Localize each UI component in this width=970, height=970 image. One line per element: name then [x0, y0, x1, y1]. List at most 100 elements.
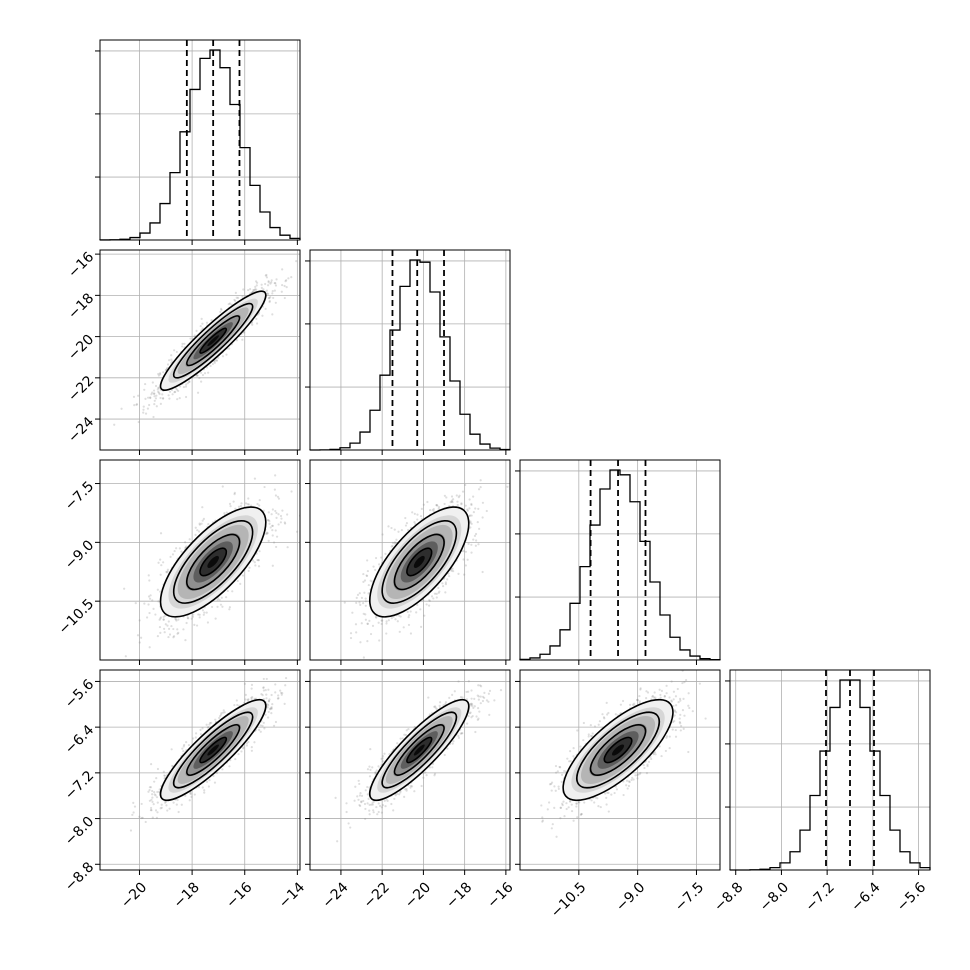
x-tick-label-0-2: −16: [223, 879, 255, 911]
panel-2-1-point: [416, 603, 419, 607]
panel-2-1-point: [416, 518, 419, 521]
panel-2-1-point: [362, 580, 365, 583]
panel-2-1-point: [374, 615, 378, 618]
panel-2-1-point: [443, 502, 446, 506]
panel-3-2-point: [638, 773, 641, 776]
panel-3-1-point: [461, 732, 464, 735]
panel-3-2-point: [643, 766, 646, 770]
panel-3-0-point: [160, 803, 163, 806]
panel-3-1-point: [364, 807, 367, 811]
panel-3-1-point: [375, 805, 378, 809]
panel-3-1-point: [477, 717, 480, 720]
panel-3-1-point: [353, 799, 356, 802]
panel-2-1-point: [380, 619, 383, 622]
panel-2-0-point: [264, 532, 268, 535]
panel-3-0-point: [268, 698, 271, 701]
panel-2-0-point: [271, 508, 274, 511]
panel-3-1-point: [371, 803, 374, 806]
panel-3-0-contour-1: [186, 724, 241, 776]
panel-2-1-point: [364, 618, 367, 621]
x-tick-label-1-2: −20: [402, 879, 434, 911]
panel-2-0-point: [185, 545, 188, 548]
panel-3-0-point: [158, 788, 161, 791]
panel-3-0-contour-2: [172, 711, 254, 789]
panel-3-1-point: [483, 696, 486, 699]
panel-2-1-point: [391, 544, 394, 548]
panel-3-1-point: [485, 699, 489, 702]
panel-2-1-point: [375, 616, 378, 619]
panel-3-0-point: [183, 743, 186, 747]
hist-2-steps: [519, 469, 721, 661]
panel-3-2-point: [555, 835, 558, 838]
panel-1-0-point: [196, 374, 199, 377]
panel-2-1-point: [369, 579, 372, 582]
panel-1-0-point: [173, 349, 176, 352]
panel-2-1-point: [365, 574, 369, 578]
panel-1-0-point: [213, 359, 217, 362]
panel-3-1-point: [457, 680, 460, 683]
panel-3-1-point: [390, 802, 393, 806]
panel-3-2-point: [687, 704, 690, 707]
panel-3-2-point: [704, 717, 707, 720]
panel-3-2-density-6: [612, 744, 625, 756]
panel-3-1-point: [378, 804, 382, 808]
panel-3-0-point: [151, 789, 154, 793]
panel-2-0-point: [151, 599, 154, 602]
panel-1-0-point: [287, 277, 290, 280]
panel-3-2-point: [663, 694, 666, 698]
panel-1-0-point: [200, 317, 203, 321]
panel-2-0-point: [166, 570, 169, 573]
panel-3-2-point: [541, 819, 544, 822]
panel-3-2-point: [550, 827, 553, 830]
panel-2-1-point: [399, 615, 402, 618]
panel-3-2-point: [541, 816, 544, 819]
panel-3-1-point: [405, 729, 408, 732]
panel-3-2-point: [560, 780, 563, 783]
panel-3-0-point: [197, 785, 201, 789]
panel-2-0-point: [186, 616, 189, 619]
panel-3-0-point: [261, 724, 264, 727]
panel-2-0-point: [271, 524, 274, 527]
panel-1-0-point: [268, 297, 271, 300]
panel-3-0-point: [182, 745, 185, 748]
panel-3-0-point: [207, 785, 211, 788]
panel-2-0-point: [277, 523, 280, 526]
panel-3-0-density-6: [207, 744, 219, 756]
panel-1-0-point: [281, 268, 284, 271]
panel-2-1-point: [384, 552, 387, 555]
panel-3-2-point: [572, 755, 575, 758]
panel-3-1-point: [469, 702, 472, 706]
panel-1-0-point: [137, 420, 140, 424]
x-tick-label-2-1: −9.0: [613, 879, 648, 914]
panel-3-2-point: [636, 774, 639, 777]
panel-2-1-point: [441, 582, 444, 585]
panel-2-0-contour-0: [199, 547, 228, 577]
panel-3-0-point: [267, 704, 270, 707]
panel-3-1-point: [488, 689, 492, 692]
panel-3-2-point: [566, 757, 569, 760]
panel-2-0-point: [221, 605, 224, 608]
panel-1-0-point: [150, 393, 153, 396]
panel-2-0-point: [156, 635, 159, 638]
panel-1-0-point: [154, 384, 158, 388]
panel-3-2-contour-2: [576, 711, 661, 789]
panel-3-0-point: [189, 792, 192, 796]
panel-3-2-point: [607, 711, 610, 715]
panel-1-0-point: [207, 371, 210, 374]
panel-1-0-point: [205, 321, 209, 324]
panel-3-0-point: [208, 723, 211, 726]
panel-3-0-point: [212, 774, 215, 778]
panel-3-1-point: [471, 704, 474, 707]
panel-1-0-point: [158, 392, 161, 396]
panel-3-1-point: [427, 696, 430, 699]
panel-1-0-point: [269, 295, 272, 299]
panel-2-1-point: [427, 604, 431, 607]
panel-2-0-point: [167, 627, 171, 630]
panel-2-1-point: [349, 636, 353, 640]
panel-2-0-point: [152, 607, 155, 611]
panel-2-0-point: [159, 573, 162, 576]
panel-3-2-point: [548, 801, 551, 804]
panel-1-0-density-6: [207, 335, 219, 347]
panel-3-1-point: [357, 779, 360, 782]
panel-1-0-point: [235, 339, 239, 342]
